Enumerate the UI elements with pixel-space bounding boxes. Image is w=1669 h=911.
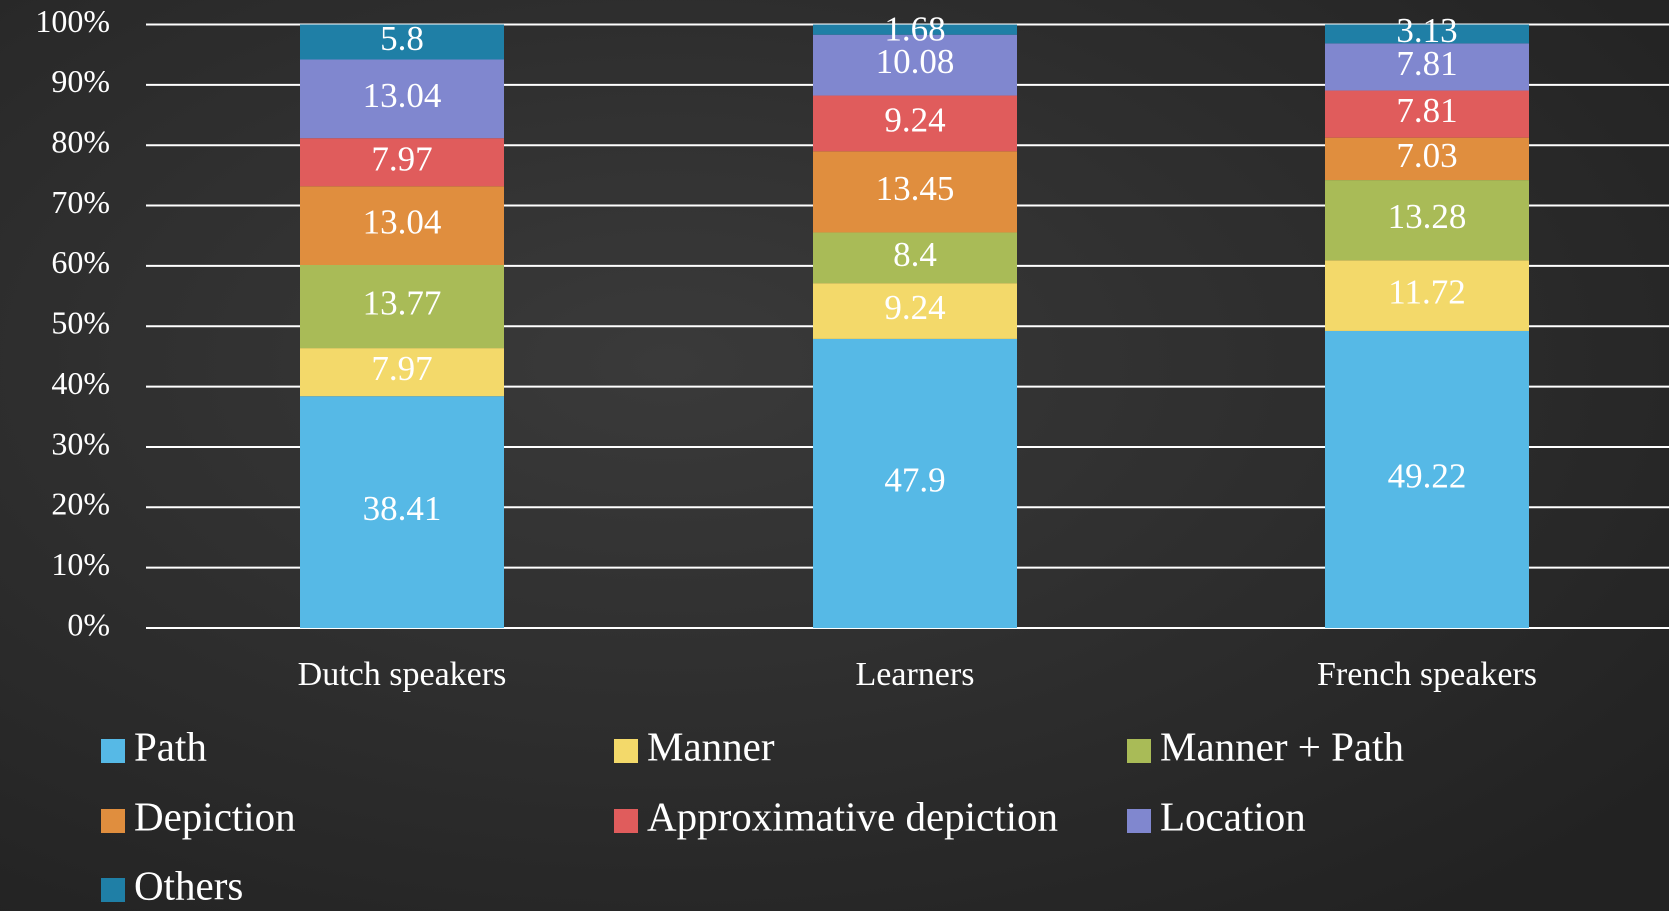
bar-segment [300,348,504,397]
bar-segment [813,34,1017,96]
bar-segment [813,95,1017,152]
bar-segment [813,338,1017,628]
legend-swatch [101,878,125,902]
bar-segment [813,24,1017,35]
y-tick-label: 30% [51,425,110,461]
legend-label: Path [134,723,207,769]
legend-swatch [1127,739,1151,763]
legend-label: Depiction [134,793,296,839]
data-label: 8.4 [893,235,937,274]
bar-segment [1325,24,1529,44]
y-tick-label: 100% [35,3,110,39]
bar-segment [1325,330,1529,628]
data-label: 11.72 [1388,273,1465,312]
bar-segment [813,151,1017,233]
y-tick-label: 50% [51,305,110,341]
bar-segment [1325,43,1529,91]
data-label: 9.24 [884,288,945,327]
data-label: 10.08 [876,42,955,81]
data-label: 1.68 [884,10,945,49]
legend-label: Manner [647,723,775,769]
legend-label: Others [134,862,243,908]
y-tick-label: 0% [67,606,110,642]
legend-swatch [614,739,638,763]
y-tick-label: 80% [51,124,110,160]
bar-segment [300,59,504,139]
data-label: 13.77 [363,284,442,323]
data-label: 49.22 [1388,457,1467,496]
data-label: 38.41 [363,489,442,528]
bar-segment [1325,180,1529,261]
legend-swatch [614,809,638,833]
data-label: 9.24 [884,100,945,139]
bar-segment [300,186,504,265]
data-label: 7.81 [1396,91,1457,130]
bar-segment [1325,260,1529,331]
bar-segment [300,138,504,187]
bar-segment [813,232,1017,284]
data-label: 47.9 [884,460,945,499]
bar-segment [1325,137,1529,181]
y-tick-label: 40% [51,365,110,401]
y-tick-label: 90% [51,63,110,99]
x-tick-label: French speakers [1317,656,1537,693]
data-label: 7.97 [371,139,432,178]
y-tick-label: 20% [51,486,110,522]
legend-label: Manner + Path [1160,723,1404,769]
data-label: 13.28 [1388,197,1467,236]
bar-segment [300,396,504,628]
data-label: 7.03 [1396,136,1457,175]
legend-swatch [1127,809,1151,833]
y-tick-label: 10% [51,546,110,582]
legend-swatch [101,809,125,833]
y-tick-label: 60% [51,244,110,280]
legend-label: Approximative depiction [647,793,1058,839]
bar-segment [300,24,504,60]
data-label: 3.13 [1396,11,1457,50]
data-label: 5.8 [380,19,424,58]
data-label: 7.97 [371,349,432,388]
bar-segment [300,264,504,349]
legend-swatch [101,739,125,763]
data-label: 13.45 [876,169,955,208]
legend-label: Location [1160,793,1306,839]
data-label: 7.81 [1396,44,1457,83]
data-label: 13.04 [363,76,442,115]
bar-segment [813,283,1017,339]
data-label: 13.04 [363,203,442,242]
y-tick-label: 70% [51,184,110,220]
bar-segment [1325,90,1529,138]
x-tick-label: Learners [856,656,975,693]
x-tick-label: Dutch speakers [298,656,507,693]
